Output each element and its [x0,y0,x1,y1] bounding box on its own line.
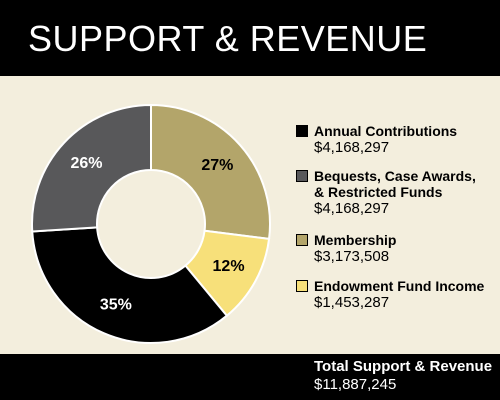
legend-label: Annual Contributions [314,123,458,139]
legend-swatch [296,170,308,182]
legend-item-bequests: Bequests, Case Awards, & Restricted Fund… [296,168,496,218]
total-label: Total Support & Revenue [314,358,493,375]
slice-bequests [31,103,152,233]
donut-chart: 27% 12% 35% 26% [31,103,271,344]
title-bar: SUPPORT & REVENUE [0,0,500,76]
legend-item-endowment: Endowment Fund Income $1,453,287 [296,278,496,312]
legend-amount: $4,168,297 [314,139,390,156]
slice-label-membership: 27% [201,157,233,174]
legend-label: Endowment Fund Income [314,278,485,294]
slice-membership [150,103,271,241]
total-block: Total Support & Revenue $11,887,245 [314,358,492,394]
legend-swatch [296,280,308,292]
legend-item-membership: Membership $3,173,508 [296,232,496,266]
legend-label: Membership [314,232,397,248]
slice-annual-contributions [31,226,229,344]
slice-label-annual-contributions: 35% [100,297,132,314]
legend-amount: $3,173,508 [314,248,390,265]
legend-swatch [296,125,308,137]
legend-swatch [296,234,308,246]
legend-item-annual-contributions: Annual Contributions $4,168,297 [296,123,496,157]
legend-amount: $1,453,287 [314,294,390,311]
legend-label-line2: & Restricted Funds [314,184,443,200]
slice-label-bequests: 26% [70,155,102,172]
slice-label-endowment: 12% [213,258,245,275]
legend-amount: $4,168,297 [314,200,390,217]
legend-label-line1: Bequests, Case Awards, [314,168,476,184]
total-amount: $11,887,245 [314,376,397,393]
page-title: SUPPORT & REVENUE [28,18,428,59]
footer-bar: Total Support & Revenue $11,887,245 [0,354,500,400]
